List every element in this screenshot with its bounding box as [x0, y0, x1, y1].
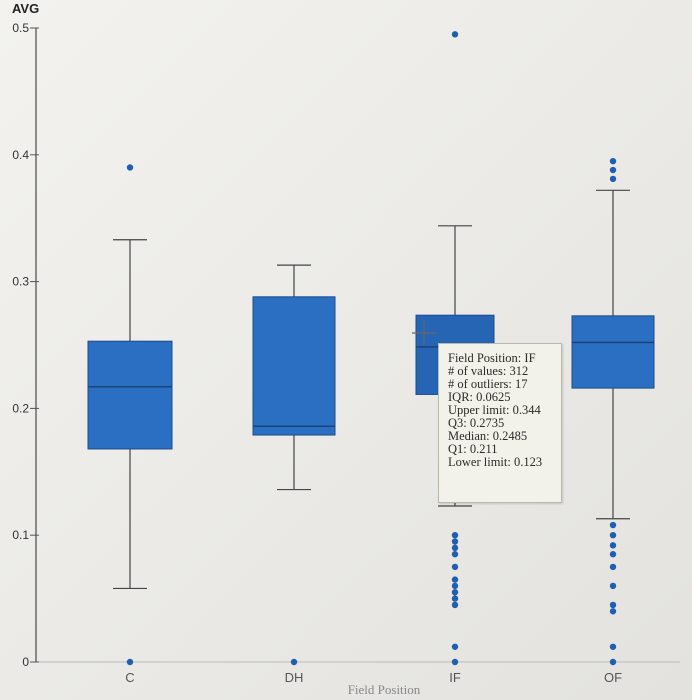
outlier-point	[451, 551, 459, 558]
tooltip-line: Upper limit: 0.344	[448, 403, 541, 417]
outlier-point	[609, 166, 617, 174]
tooltip-line: Q3: 0.2735	[448, 416, 505, 430]
outlier-point	[451, 576, 459, 583]
x-category-label: C	[125, 670, 134, 685]
y-tick-label: 0.3	[12, 275, 29, 289]
tooltip-line: Median: 0.2485	[448, 429, 528, 443]
outliers-layer	[126, 31, 617, 666]
outlier-point	[451, 589, 459, 596]
outlier-point	[451, 538, 459, 545]
outlier-point	[126, 164, 134, 171]
outlier-point	[451, 532, 459, 539]
outlier-point	[609, 175, 617, 183]
outlier-point	[609, 643, 617, 650]
outlier-point	[451, 595, 459, 602]
axes-layer: 0 0.1 0.2 0.3 0.4 0.5 C DH IF OF	[12, 21, 680, 685]
outlier-point	[451, 601, 459, 609]
tooltip-line: # of values: 312	[448, 364, 529, 378]
boxes-layer	[87, 189, 655, 590]
outlier-point	[609, 542, 617, 549]
x-category-label: DH	[285, 670, 304, 685]
outlier-point	[609, 563, 617, 571]
iqr-box	[87, 340, 173, 450]
y-axis-title: AVG	[12, 1, 39, 16]
outlier-point	[126, 658, 134, 666]
x-category-label: IF	[449, 670, 461, 685]
outlier-point	[451, 544, 459, 552]
y-tick-label: 0.2	[12, 401, 29, 415]
outlier-point	[609, 157, 617, 165]
iqr-box	[252, 296, 336, 436]
outlier-point	[609, 608, 617, 615]
tooltip-line: Lower limit: 0.123	[448, 455, 543, 469]
crosshair-cursor	[412, 321, 436, 345]
y-tick-label: 0.4	[12, 148, 29, 162]
iqr-box	[571, 315, 655, 389]
outlier-point	[609, 521, 617, 529]
tooltip-line: Field Position: IF	[448, 351, 536, 365]
outlier-point	[451, 582, 459, 590]
outlier-point	[609, 582, 617, 590]
outlier-point	[609, 601, 617, 609]
hover-tooltip: Field Position: IF # of values: 312 # of…	[438, 343, 562, 503]
y-tick-label: 0	[22, 655, 29, 669]
outlier-point	[609, 532, 617, 539]
outlier-point	[451, 658, 459, 666]
tooltip-line: # of outliers: 17	[448, 377, 528, 391]
outlier-point	[609, 658, 617, 666]
y-tick-label: 0.5	[12, 21, 29, 35]
tooltip-line: Q1: 0.211	[448, 442, 498, 456]
x-axis-title: Field Position	[348, 682, 421, 697]
outlier-point	[609, 551, 617, 558]
tooltip-line: IQR: 0.0625	[448, 390, 511, 404]
outlier-point	[451, 563, 459, 571]
x-category-label: OF	[604, 670, 622, 685]
outlier-point	[451, 643, 459, 650]
outlier-point	[451, 31, 459, 38]
outlier-point	[290, 658, 298, 666]
y-tick-label: 0.1	[12, 528, 29, 542]
